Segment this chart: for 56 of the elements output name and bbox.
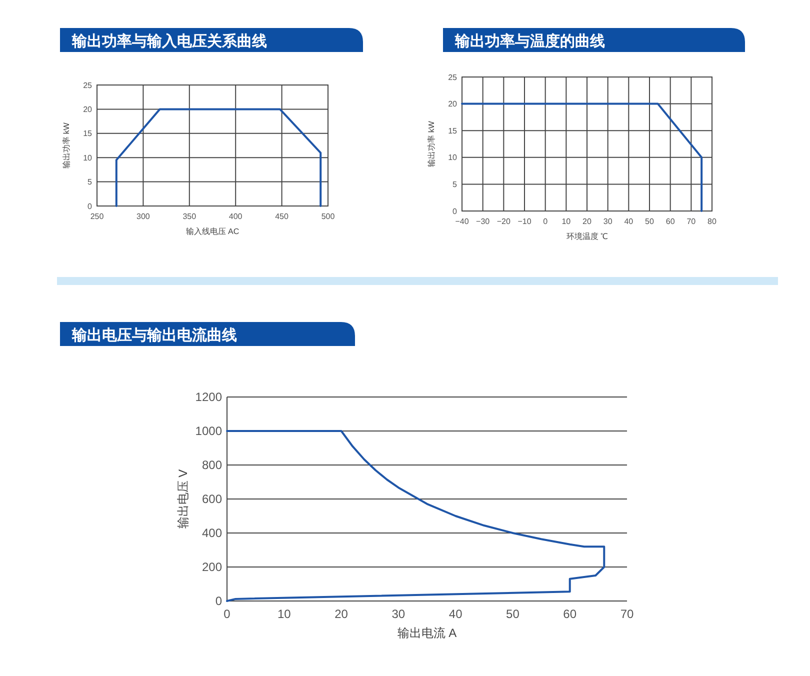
x-tick-label: 20	[334, 607, 348, 621]
x-tick-label: 20	[582, 217, 592, 226]
x-tick-label: 60	[563, 607, 577, 621]
x-tick-label: 80	[708, 217, 717, 226]
y-tick-label: 15	[83, 129, 93, 138]
y-tick-label: 10	[83, 153, 93, 162]
y-tick-label: 5	[452, 180, 458, 189]
x-tick-label: 50	[645, 217, 654, 226]
x-tick-label: 70	[620, 607, 634, 621]
y-tick-label: 20	[448, 100, 458, 109]
x-tick-label: 250	[90, 212, 104, 221]
chart-title: 输出电压与输出电流曲线	[71, 326, 237, 344]
y-tick-label: 10	[448, 153, 458, 162]
y-tick-label: 0	[88, 202, 93, 211]
line-series	[226, 430, 606, 602]
x-tick-label: −30	[476, 217, 490, 226]
chart-title: 输出功率与温度的曲线	[454, 32, 605, 50]
y-tick-label: 25	[448, 72, 458, 82]
x-tick-label: 70	[686, 217, 696, 226]
y-tick-label: 1200	[195, 390, 222, 404]
x-axis-title: 环境温度 ℃	[566, 232, 608, 241]
x-tick-label: 30	[392, 607, 406, 621]
x-tick-label: 60	[666, 217, 676, 226]
x-tick-label: −40	[455, 217, 470, 226]
y-tick-label: 15	[448, 126, 458, 136]
x-tick-label: 300	[136, 212, 150, 221]
y-tick-label: 0	[215, 594, 222, 608]
x-axis-title: 输入线电压 AC	[186, 227, 240, 236]
x-tick-label: 30	[603, 217, 613, 226]
x-tick-label: 50	[506, 607, 520, 621]
x-tick-label: 40	[624, 217, 634, 226]
y-tick-label: 20	[83, 105, 93, 114]
x-tick-label: −10	[518, 217, 532, 226]
x-axis-title: 输出电流 A	[397, 626, 457, 640]
y-tick-label: 800	[202, 458, 222, 472]
y-tick-label: 5	[88, 178, 93, 187]
y-tick-label: 25	[83, 80, 93, 90]
x-tick-label: 500	[321, 212, 336, 221]
x-tick-label: 0	[224, 607, 231, 621]
y-tick-label: 200	[202, 560, 222, 574]
line-series	[115, 108, 322, 207]
y-axis-title: 输出电压 V	[176, 469, 190, 529]
x-tick-label: 350	[182, 212, 197, 221]
y-axis-title: 输出功率 kW	[427, 120, 436, 167]
x-tick-label: 10	[562, 217, 572, 226]
chart-title: 输出功率与输入电压关系曲线	[71, 32, 267, 50]
x-tick-label: −20	[496, 217, 511, 226]
x-tick-label: 450	[275, 212, 290, 221]
y-tick-label: 600	[202, 492, 222, 506]
x-tick-label: 400	[228, 212, 243, 221]
y-tick-label: 1000	[195, 424, 222, 438]
x-tick-label: 10	[277, 607, 292, 621]
y-axis-title: 输出功率 kW	[62, 122, 71, 168]
y-tick-label: 400	[202, 526, 222, 540]
x-tick-label: 0	[543, 217, 548, 226]
x-tick-label: 40	[448, 607, 463, 621]
